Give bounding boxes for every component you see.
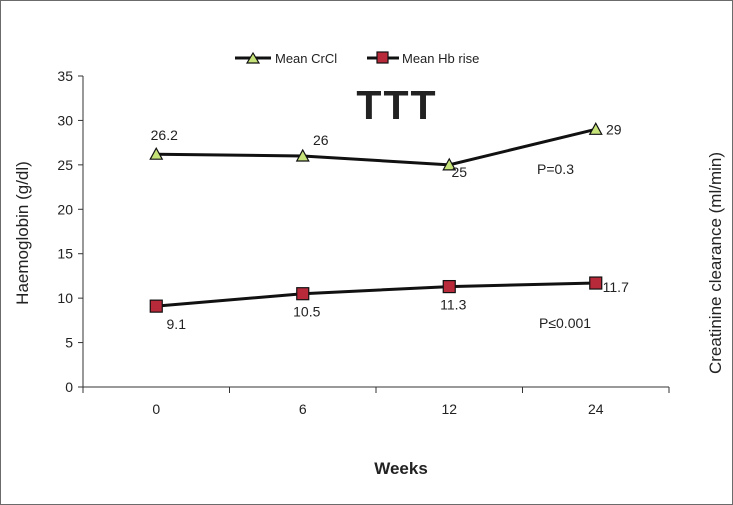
y-tick-label: 0 [65, 379, 73, 395]
data-label-crcl: 29 [606, 121, 622, 137]
x-tick-label: 24 [588, 401, 604, 417]
series-line-crcl [156, 127, 597, 167]
data-point-crcl [149, 146, 164, 160]
y-axis-ticks: 0 5 10 15 20 25 30 35 [57, 68, 83, 395]
series-layer: 26.2 26 25 29 9.1 10.5 11.3 11.7 [149, 121, 629, 332]
data-label-crcl: 25 [451, 164, 467, 180]
legend-label-crcl: Mean CrCl [275, 51, 337, 66]
y-tick-label: 5 [65, 335, 73, 351]
data-point-hb [442, 279, 456, 294]
y-tick-label: 30 [57, 112, 73, 128]
data-point-crcl [588, 122, 603, 135]
legend-marker-crcl [245, 51, 261, 64]
legend-label-hb: Mean Hb rise [402, 51, 479, 66]
y-tick-label: 10 [57, 290, 73, 306]
y-tick-label: 20 [57, 201, 73, 217]
y-axis-title: Haemoglobin (g/dl) [13, 161, 32, 305]
x-tick-label: 12 [441, 401, 457, 417]
data-point-crcl [295, 148, 310, 162]
data-label-crcl: 26 [313, 132, 329, 148]
x-axis-ticks: 0 6 12 24 [82, 387, 670, 417]
data-point-hb [589, 276, 603, 290]
data-label-hb: 10.5 [293, 304, 320, 320]
x-tick-label: 0 [152, 401, 160, 417]
data-label-hb: 11.3 [440, 297, 466, 313]
y-tick-label: 35 [57, 68, 73, 84]
pvalue-crcl: P=0.3 [537, 161, 574, 177]
y-tick-label: 25 [57, 157, 73, 173]
pvalue-hb: P≤0.001 [539, 315, 591, 331]
data-label-crcl: 26.2 [151, 127, 178, 143]
data-point-hb [296, 287, 310, 301]
data-point-crcl [442, 157, 457, 171]
series-line-hb [156, 281, 596, 308]
data-label-hb: 11.7 [603, 279, 629, 295]
y2-axis-title: Creatinine clearance (ml/min) [706, 152, 725, 374]
ttt-symbol: TTT [356, 82, 437, 128]
data-point-hb [149, 299, 163, 313]
x-tick-label: 6 [299, 401, 307, 417]
y-tick-label: 15 [57, 246, 73, 262]
data-label-hb: 9.1 [167, 316, 187, 332]
legend: Mean CrCl Mean Hb rise [235, 51, 479, 66]
legend-marker-hb [376, 51, 389, 64]
x-axis-title: Weeks [374, 459, 428, 478]
